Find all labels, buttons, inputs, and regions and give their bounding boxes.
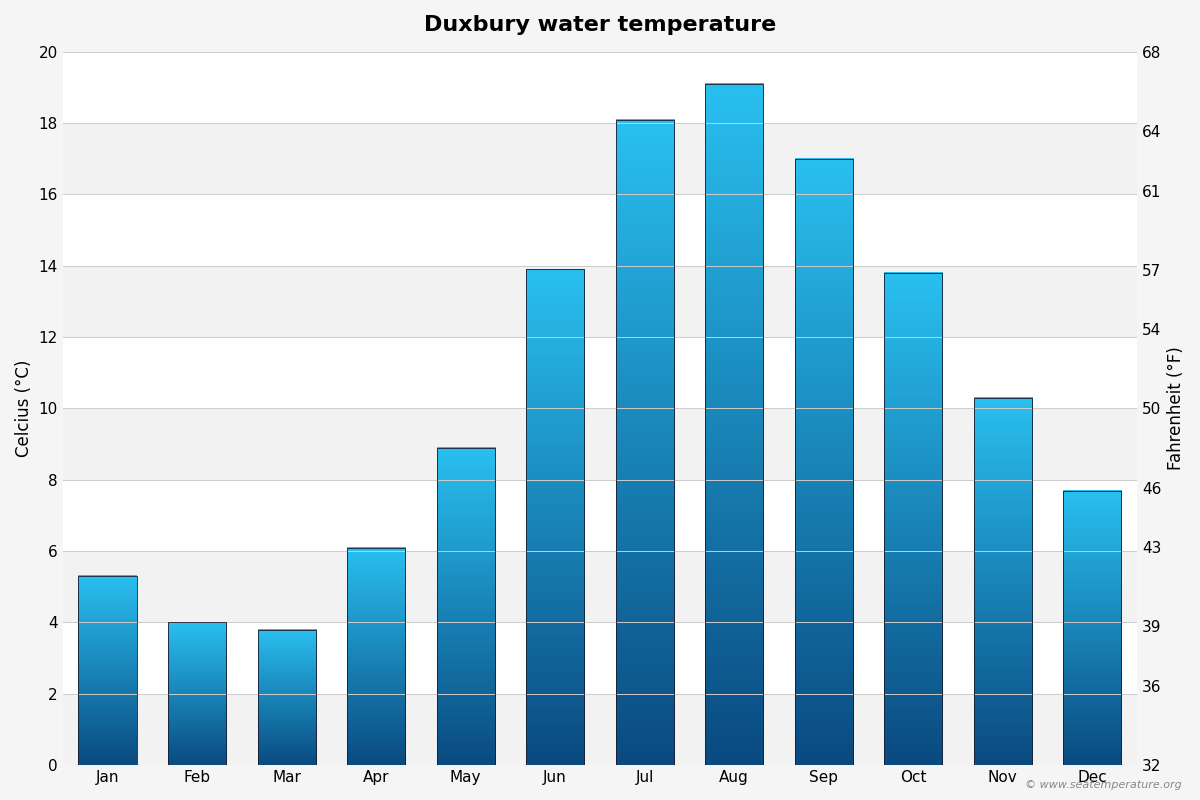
Bar [526, 270, 584, 765]
Bar [616, 119, 673, 765]
Bar [62, 194, 1138, 266]
Bar [62, 480, 1138, 551]
Bar [884, 273, 942, 765]
Text: © www.seatemperature.org: © www.seatemperature.org [1025, 781, 1182, 790]
Bar [62, 551, 1138, 622]
Title: Duxbury water temperature: Duxbury water temperature [424, 15, 776, 35]
Bar [794, 159, 853, 765]
Bar [78, 576, 137, 765]
Bar [62, 123, 1138, 194]
Bar [437, 448, 494, 765]
Bar [62, 266, 1138, 337]
Bar [62, 622, 1138, 694]
Bar [168, 622, 226, 765]
Y-axis label: Fahrenheit (°F): Fahrenheit (°F) [1166, 346, 1186, 470]
Bar [706, 84, 763, 765]
Bar [973, 398, 1032, 765]
Bar [62, 52, 1138, 123]
Y-axis label: Celcius (°C): Celcius (°C) [14, 360, 34, 457]
Bar [1063, 490, 1122, 765]
Bar [347, 547, 406, 765]
Bar [62, 694, 1138, 765]
Bar [62, 337, 1138, 409]
Bar [62, 409, 1138, 480]
Bar [258, 630, 316, 765]
